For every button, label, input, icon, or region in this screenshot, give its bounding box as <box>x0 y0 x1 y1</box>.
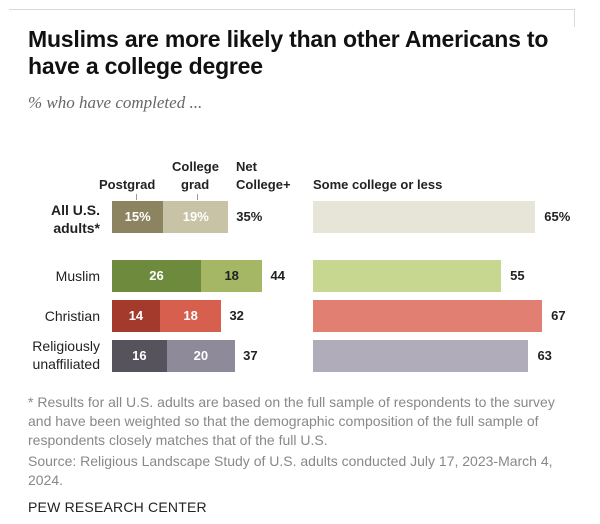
header-some-college: Some college or less <box>313 177 443 192</box>
row-label-unaffiliated-line2: unaffiliated <box>32 356 100 372</box>
org-credit: PEW RESEARCH CENTER <box>28 499 207 515</box>
header-postgrad: Postgrad <box>99 177 156 192</box>
some-college-value: 63 <box>537 348 552 363</box>
bar-college-grad <box>159 300 222 332</box>
bar-postgrad <box>112 300 160 332</box>
bar-postgrad <box>112 340 167 372</box>
footnote: * Results for all U.S. adults are based … <box>28 394 555 448</box>
row-label-muslim: Muslim <box>55 268 100 284</box>
bar-college-grad <box>200 260 263 292</box>
net-college-value: 44 <box>270 268 285 283</box>
net-college-value: 32 <box>229 308 244 323</box>
row-label-all-line1: All U.S. <box>50 202 100 218</box>
bar-label-postgrad: 26 <box>149 268 164 283</box>
bar-label-college-grad: 19% <box>182 209 209 224</box>
net-college-value: 35% <box>236 209 263 224</box>
header-tick-postgrad <box>136 194 137 200</box>
net-college-value: 37 <box>243 348 258 363</box>
header-net-line1: Net <box>236 159 257 174</box>
bar-some-college <box>313 300 543 332</box>
bar-label-college-grad: 18 <box>224 268 239 283</box>
chart-subtitle: % who have completed ... <box>28 93 203 112</box>
bar-label-postgrad: 16 <box>132 348 147 363</box>
bar-college-grad <box>166 340 236 372</box>
bar-postgrad <box>112 260 201 292</box>
bar-label-college-grad: 18 <box>183 308 198 323</box>
header-net-line2: College+ <box>236 177 291 192</box>
source-note: Source: Religious Landscape Study of U.S… <box>28 453 553 488</box>
bar-some-college <box>313 260 502 292</box>
bar-some-college <box>313 340 529 372</box>
row-label-unaffiliated-line1: Religiously <box>32 338 100 354</box>
chart-title: Muslims are more likely than other Ameri… <box>28 26 549 79</box>
bar-label-college-grad: 20 <box>193 348 209 363</box>
bar-label-postgrad: 14 <box>128 308 144 323</box>
bar-college-grad <box>163 201 229 233</box>
right-border <box>574 9 575 27</box>
bar-label-postgrad: 15% <box>124 209 151 224</box>
header-college-grad-line2: grad <box>181 177 210 192</box>
header-tick-college-grad <box>197 194 198 200</box>
some-college-value: 67 <box>551 308 566 323</box>
row-label-christian: Christian <box>44 308 100 324</box>
some-college-value: 55 <box>510 268 525 283</box>
bar-some-college <box>313 201 536 233</box>
some-college-value: 65% <box>544 209 571 224</box>
row-label-all-line2: adults* <box>53 220 100 236</box>
top-border <box>9 9 575 10</box>
bar-postgrad <box>112 201 164 233</box>
header-college-grad-line1: College <box>172 159 219 174</box>
